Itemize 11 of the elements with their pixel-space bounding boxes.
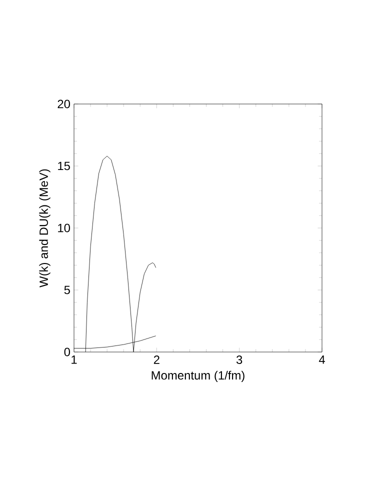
- y-tick-label: 15: [58, 162, 70, 170]
- y-axis-title: W(k) and DU(k) (MeV): [39, 169, 50, 288]
- y-tick-label: 10: [58, 224, 70, 232]
- x-tick-label: 4: [318, 356, 325, 364]
- x-axis-title: Momentum (1/fm): [152, 370, 244, 382]
- y-tick-label: 5: [64, 286, 70, 294]
- x-tick-label: 3: [236, 356, 242, 364]
- y-tick-label: 20: [58, 100, 70, 108]
- x-tick-label: 2: [154, 356, 160, 364]
- x-tick-label: 1: [72, 356, 77, 364]
- y-tick-label: 0: [64, 348, 70, 356]
